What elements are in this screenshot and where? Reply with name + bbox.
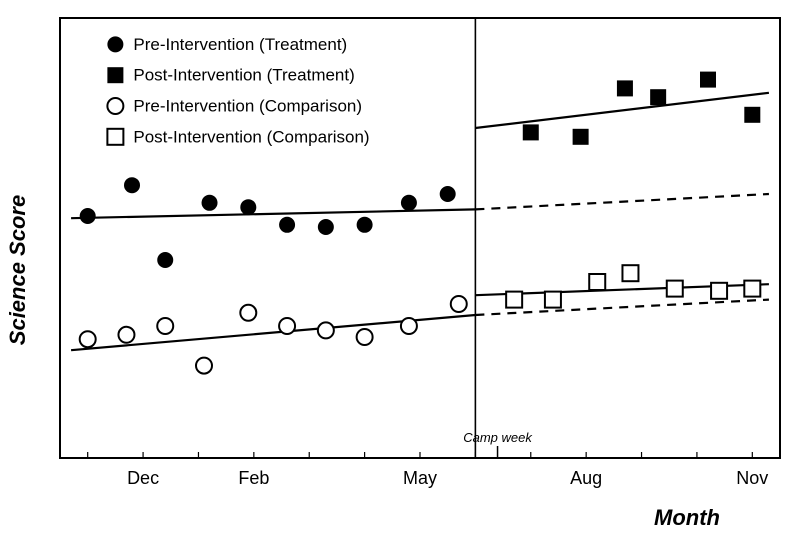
marker-post_treatment-1 — [573, 129, 589, 145]
x-axis-label: Month — [654, 505, 720, 531]
legend-label: Post-Intervention (Treatment) — [133, 66, 354, 85]
marker-pre_comparison-2 — [157, 318, 173, 334]
fit-line-treatment_pre_ext — [475, 194, 769, 209]
marker-post_comparison-0 — [506, 292, 522, 308]
marker-post_treatment-0 — [523, 124, 539, 140]
chart-container: Science Score Month Dec Feb May Aug Nov Camp … — [0, 0, 800, 539]
legend-label: Post-Intervention (Comparison) — [133, 127, 369, 146]
marker-pre_comparison-8 — [401, 318, 417, 334]
x-tick-label: Nov — [736, 468, 768, 488]
marker-pre_treatment-0 — [80, 208, 96, 224]
marker-pre_treatment-7 — [357, 217, 373, 233]
legend-label: Pre-Intervention (Treatment) — [133, 35, 347, 54]
marker-pre_treatment-6 — [318, 219, 334, 235]
x-tick-label: Dec — [127, 468, 159, 488]
camp-week-label: Camp week — [463, 430, 533, 445]
y-axis-label: Science Score — [5, 194, 31, 344]
marker-pre_comparison-6 — [318, 322, 334, 338]
marker-post_comparison-4 — [667, 281, 683, 297]
marker-post_treatment-5 — [744, 107, 760, 123]
marker-legend-1 — [107, 67, 123, 83]
marker-pre_treatment-9 — [440, 186, 456, 202]
chart-svg: Dec Feb May Aug Nov Camp week Pre-Intervention… — [0, 0, 800, 539]
fit-line-treatment_post_fit — [475, 93, 769, 128]
legend-label: Pre-Intervention (Comparison) — [133, 96, 362, 115]
marker-pre_comparison-9 — [451, 296, 467, 312]
marker-post_comparison-5 — [711, 283, 727, 299]
marker-pre_comparison-0 — [80, 331, 96, 347]
marker-post_treatment-3 — [650, 89, 666, 105]
marker-legend-2 — [107, 98, 123, 114]
marker-pre_treatment-3 — [202, 195, 218, 211]
marker-post_comparison-2 — [589, 274, 605, 290]
marker-pre_comparison-5 — [279, 318, 295, 334]
marker-post_comparison-3 — [622, 265, 638, 281]
x-tick-label: May — [403, 468, 437, 488]
x-tick-label: Aug — [570, 468, 602, 488]
marker-pre_treatment-2 — [157, 252, 173, 268]
marker-post_treatment-2 — [617, 80, 633, 96]
marker-pre_comparison-3 — [196, 358, 212, 374]
marker-legend-0 — [107, 36, 123, 52]
marker-pre_treatment-4 — [240, 199, 256, 215]
x-tick-label: Feb — [238, 468, 269, 488]
marker-post_comparison-6 — [744, 281, 760, 297]
fit-line-treatment_pre_fit — [71, 209, 475, 218]
marker-pre_treatment-5 — [279, 217, 295, 233]
marker-pre_treatment-1 — [124, 177, 140, 193]
marker-pre_comparison-7 — [357, 329, 373, 345]
marker-post_treatment-4 — [700, 72, 716, 88]
marker-legend-3 — [107, 129, 123, 145]
marker-pre_comparison-4 — [240, 305, 256, 321]
marker-post_comparison-1 — [545, 292, 561, 308]
marker-pre_comparison-1 — [118, 327, 134, 343]
marker-pre_treatment-8 — [401, 195, 417, 211]
